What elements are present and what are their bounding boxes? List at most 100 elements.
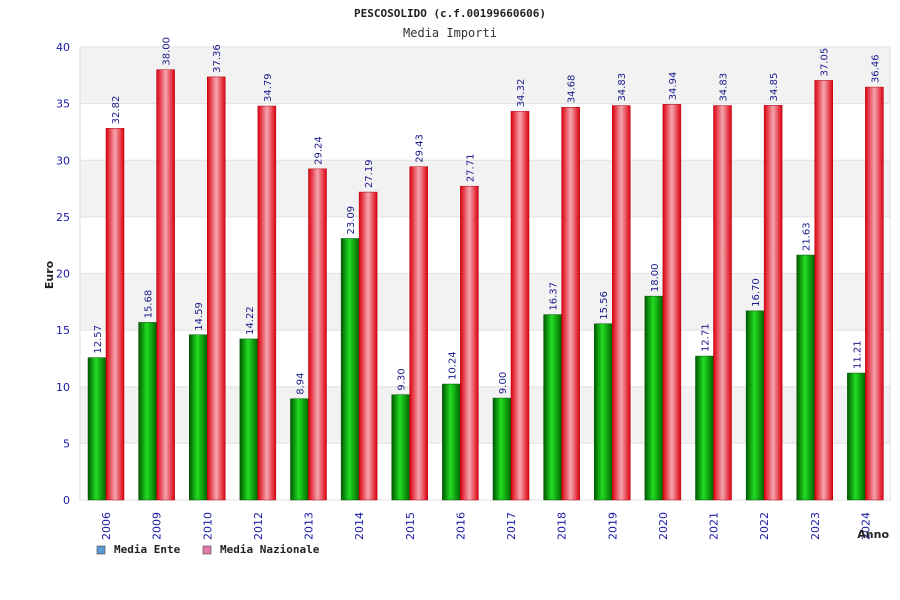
- x-tick-label: 2014: [353, 512, 366, 540]
- bar-media-nazionale-2012: [257, 105, 277, 501]
- bar-media-nazionale-2019: [612, 105, 631, 501]
- data-label: 8.94: [296, 372, 307, 394]
- bar-media-ente-2019: [594, 323, 613, 501]
- legend-label-media-nazionale: Media Nazionale: [220, 543, 320, 556]
- legend: Media Ente Media Nazionale: [96, 543, 320, 556]
- y-tick-label: 35: [56, 98, 70, 111]
- data-label: 11.21: [852, 340, 863, 369]
- data-label: 16.37: [549, 282, 560, 311]
- bar-media-ente-2015: [391, 394, 410, 501]
- y-axis-label: Euro: [43, 260, 56, 289]
- data-label: 10.24: [447, 351, 458, 380]
- data-label: 27.71: [465, 154, 476, 183]
- bar-media-nazionale-2010: [207, 76, 226, 501]
- y-tick-label: 25: [56, 211, 70, 224]
- data-label: 32.82: [111, 96, 122, 125]
- x-tick-label: 2015: [404, 512, 417, 540]
- data-label: 12.71: [701, 323, 712, 352]
- x-tick-label: 2006: [100, 512, 113, 540]
- data-label: 34.94: [668, 72, 679, 101]
- bar-media-nazionale-2016: [460, 185, 479, 501]
- bar-media-nazionale-2017: [510, 111, 530, 501]
- data-label: 18.00: [650, 264, 661, 293]
- bar-media-ente-2016: [442, 383, 461, 501]
- y-tick-label: 30: [56, 154, 70, 167]
- data-label: 36.46: [870, 54, 881, 83]
- data-label: 34.85: [769, 73, 780, 102]
- legend-swatch-media-ente: [96, 545, 106, 555]
- data-label: 23.09: [346, 206, 357, 235]
- bar-media-nazionale-2023: [814, 80, 833, 501]
- bar-media-nazionale-2021: [713, 105, 732, 501]
- chart-title: PESCOSOLIDO (c.f.00199660606): [354, 7, 546, 20]
- data-label: 9.30: [397, 368, 408, 390]
- x-tick-label: 2017: [505, 512, 518, 540]
- data-label: 38.00: [162, 37, 173, 66]
- bar-media-nazionale-2018: [561, 106, 580, 501]
- value-labels: 12.57 32.82 15.68 38.00 14.59 37.36 14.22 34.79…: [93, 37, 881, 395]
- data-label: 27.19: [364, 159, 375, 188]
- bar-media-ente-2018: [543, 314, 562, 501]
- y-tick-label: 20: [56, 268, 70, 281]
- data-label: 34.79: [263, 73, 274, 102]
- x-tick-label: 2018: [556, 512, 569, 540]
- bar-media-nazionale-2013: [308, 168, 327, 501]
- data-label: 16.70: [751, 278, 762, 307]
- data-label: 12.57: [93, 325, 104, 354]
- data-label: 15.56: [599, 291, 610, 320]
- data-label: 34.68: [567, 75, 578, 104]
- legend-label-media-ente: Media Ente: [114, 543, 181, 556]
- bar-media-ente-2006: [87, 357, 107, 501]
- bar-media-ente-2021: [695, 355, 714, 501]
- x-axis-label: Anno: [857, 528, 889, 541]
- bar-media-ente-2012: [239, 338, 259, 501]
- bar-media-nazionale-2009: [156, 69, 175, 501]
- bar-media-ente-2013: [290, 398, 309, 501]
- chart-subtitle: Media Importi: [403, 26, 497, 40]
- x-tick-label: 2019: [606, 512, 619, 540]
- x-tick-label: 2016: [454, 512, 467, 540]
- data-label: 37.05: [820, 48, 831, 77]
- data-label: 34.32: [516, 79, 527, 108]
- y-tick-label: 40: [56, 41, 70, 54]
- x-tick-label: 2022: [758, 512, 771, 540]
- bar-media-ente-2024: [847, 372, 866, 501]
- x-tick-label: 2012: [252, 512, 265, 540]
- data-label: 14.22: [245, 306, 256, 335]
- bar-media-nazionale-2006: [105, 128, 125, 501]
- bar-media-ente-2022: [745, 310, 765, 501]
- data-label: 15.68: [144, 290, 155, 319]
- bar-media-nazionale-2022: [763, 105, 783, 501]
- x-tick-label: 2010: [201, 512, 214, 540]
- data-label: 14.59: [194, 302, 205, 331]
- bar-media-ente-2009: [138, 322, 157, 501]
- x-axis-ticks: 2006 2009 2010 2012 2013 2014 2015 2016 2017 2018…: [100, 512, 872, 540]
- bar-media-ente-2014: [340, 238, 360, 501]
- x-tick-label: 2024: [859, 512, 872, 540]
- x-tick-label: 2013: [303, 512, 316, 540]
- bar-media-ente-2010: [189, 334, 208, 501]
- data-label: 21.63: [802, 222, 813, 251]
- bar-media-ente-2020: [644, 295, 664, 501]
- bar-media-nazionale-2015: [409, 166, 428, 501]
- data-label: 34.83: [617, 73, 628, 102]
- data-label: 34.83: [719, 73, 730, 102]
- data-label: 29.43: [415, 134, 426, 163]
- bar-media-nazionale-2014: [358, 191, 378, 501]
- data-label: 29.24: [314, 136, 325, 165]
- bar-media-ente-2017: [492, 397, 512, 501]
- x-tick-label: 2021: [708, 512, 721, 540]
- bars: [87, 69, 884, 501]
- y-tick-label: 15: [56, 324, 70, 337]
- y-axis-ticks: 0 5 10 15 20 25 30 35 40: [56, 41, 70, 507]
- x-tick-label: 2023: [809, 512, 822, 540]
- legend-swatch-media-nazionale: [202, 545, 212, 555]
- y-tick-label: 5: [63, 437, 70, 450]
- x-tick-label: 2020: [657, 512, 670, 540]
- bar-media-ente-2023: [796, 254, 815, 501]
- bar-media-nazionale-2020: [662, 104, 682, 501]
- data-label: 9.00: [498, 372, 509, 394]
- y-tick-label: 0: [63, 494, 70, 507]
- bar-media-nazionale-2024: [865, 86, 884, 501]
